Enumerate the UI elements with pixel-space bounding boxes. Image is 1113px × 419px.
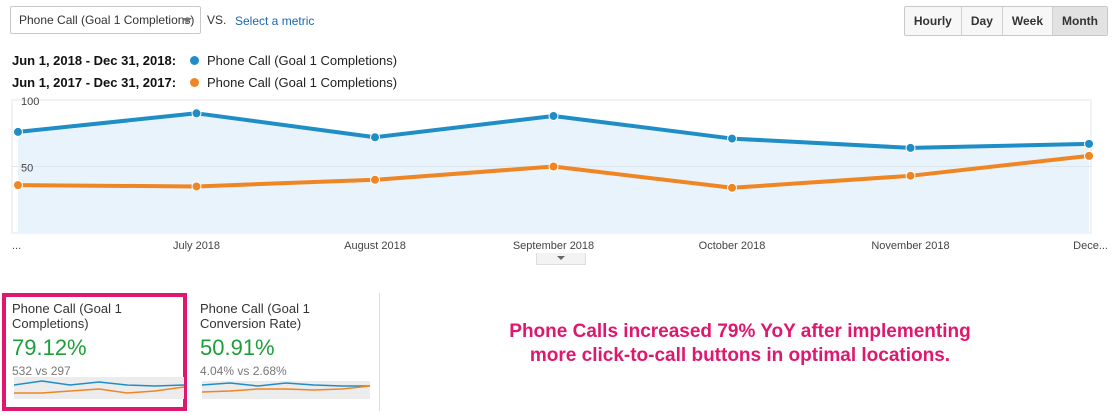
x-tick-label: Dece... xyxy=(1073,240,1108,252)
scorecard-value: 79.12% xyxy=(12,335,87,360)
collapse-chart-toggle[interactable] xyxy=(536,253,586,265)
legend-date-range: Jun 1, 2017 - Dec 31, 2017: xyxy=(12,75,177,90)
x-tick-label: August 2018 xyxy=(344,240,406,252)
annotation-line-1: Phone Calls increased 79% YoY after impl… xyxy=(509,321,971,342)
chevron-down-icon xyxy=(182,18,192,23)
scorecard-goal-completions[interactable]: Phone Call (Goal 1 Completions) 79.12% 5… xyxy=(2,293,187,411)
y-tick-label: 100 xyxy=(21,96,39,108)
data-point xyxy=(370,132,380,143)
annotation-text: Phone Calls increased 79% YoY after impl… xyxy=(450,320,1030,368)
time-granularity-group: Hourly Day Week Month xyxy=(903,6,1108,36)
data-point xyxy=(727,133,737,144)
data-point xyxy=(548,110,559,121)
hourly-button[interactable]: Hourly xyxy=(904,7,961,35)
data-point xyxy=(191,108,202,119)
sparkline xyxy=(14,377,184,399)
data-point xyxy=(548,161,559,172)
data-point xyxy=(13,126,23,137)
data-point xyxy=(905,142,916,153)
x-tick-label: November 2018 xyxy=(871,240,949,252)
annotation-line-2: more click-to-call buttons in optimal lo… xyxy=(529,345,951,366)
scorecard-comparison: 4.04% vs 2.68% xyxy=(200,364,287,378)
x-tick-label: July 2018 xyxy=(173,240,220,252)
data-point xyxy=(1084,150,1094,161)
caret-down-icon xyxy=(557,256,565,260)
x-tick-label: October 2018 xyxy=(699,240,766,252)
scorecard-comparison: 532 vs 297 xyxy=(12,364,71,378)
scorecard-value: 50.91% xyxy=(200,335,275,360)
legend-series-name: Phone Call (Goal 1 Completions) xyxy=(207,75,398,90)
month-button[interactable]: Month xyxy=(1052,7,1107,35)
day-button[interactable]: Day xyxy=(960,7,1002,35)
data-point xyxy=(1084,138,1094,149)
metric-select[interactable]: Phone Call (Goal 1 Completions) xyxy=(10,6,201,34)
data-point xyxy=(905,170,916,181)
legend-dot-icon xyxy=(190,56,199,65)
legend-series-name: Phone Call (Goal 1 Completions) xyxy=(207,53,398,68)
sparkline xyxy=(202,381,370,399)
data-point xyxy=(727,182,737,193)
week-button[interactable]: Week xyxy=(1001,7,1053,35)
data-point xyxy=(191,181,202,192)
legend-row-2017: Jun 1, 2017 - Dec 31, 2017: Phone Call (… xyxy=(12,75,397,90)
y-tick-label: 50 xyxy=(21,163,33,175)
scorecard-title: Phone Call (Goal 1 Completions) xyxy=(12,301,122,331)
data-point xyxy=(370,174,380,185)
line-chart: 100 50... July 2018 August 2018 September 20… xyxy=(11,96,1108,252)
legend-date-range: Jun 1, 2018 - Dec 31, 2018: xyxy=(12,53,177,68)
scorecard-title: Phone Call (Goal 1 Conversion Rate) xyxy=(200,301,310,331)
legend-dot-icon xyxy=(190,78,199,87)
x-tick-label: ... xyxy=(12,240,21,252)
legend-row-2018: Jun 1, 2018 - Dec 31, 2018: Phone Call (… xyxy=(12,53,397,68)
x-tick-label: September 2018 xyxy=(513,240,594,252)
metric-select-value: Phone Call (Goal 1 Completions) xyxy=(19,13,195,27)
data-point xyxy=(13,180,23,191)
select-metric-link[interactable]: Select a metric xyxy=(235,14,315,28)
vs-label: VS. xyxy=(207,13,227,27)
scorecard-conversion-rate[interactable]: Phone Call (Goal 1 Conversion Rate) 50.9… xyxy=(200,293,380,411)
